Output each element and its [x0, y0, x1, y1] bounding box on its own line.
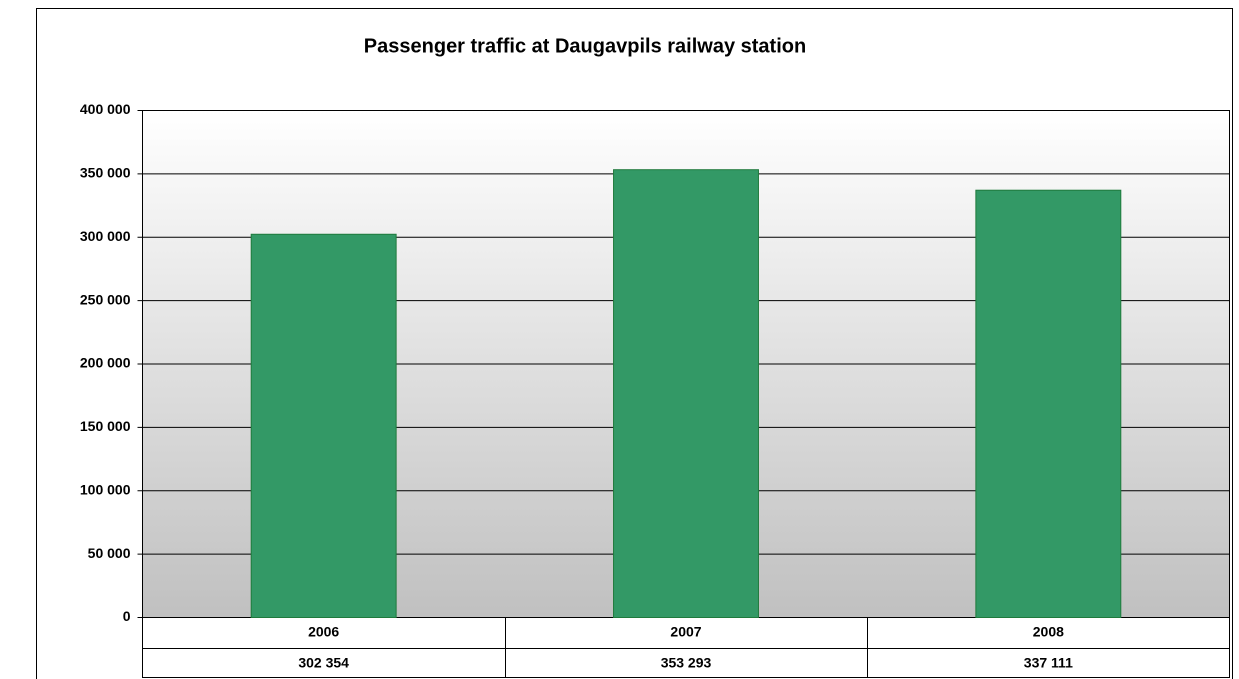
y-tick-label: 350 000 [80, 165, 131, 181]
y-tick-label: 300 000 [80, 228, 131, 244]
bar [975, 189, 1122, 618]
x-tick-label: 2007 [670, 624, 701, 640]
y-tick-label: 150 000 [80, 418, 131, 434]
x-tick-label: 2006 [308, 624, 339, 640]
y-tick-label: 250 000 [80, 291, 131, 307]
x-tick-label: 2008 [1033, 624, 1064, 640]
chart-title: Passenger traffic at Daugavpils railway … [364, 35, 806, 57]
y-tick-label: 100 000 [80, 481, 131, 497]
y-tick-label: 400 000 [80, 101, 131, 117]
bar [250, 233, 397, 619]
bar [613, 169, 759, 619]
value-label: 302 354 [298, 655, 349, 671]
value-label: 337 111 [1024, 655, 1073, 671]
y-tick-label: 200 000 [80, 355, 131, 371]
value-label: 353 293 [661, 655, 712, 671]
y-tick-label: 0 [123, 608, 131, 624]
y-tick-label: 50 000 [88, 545, 131, 561]
